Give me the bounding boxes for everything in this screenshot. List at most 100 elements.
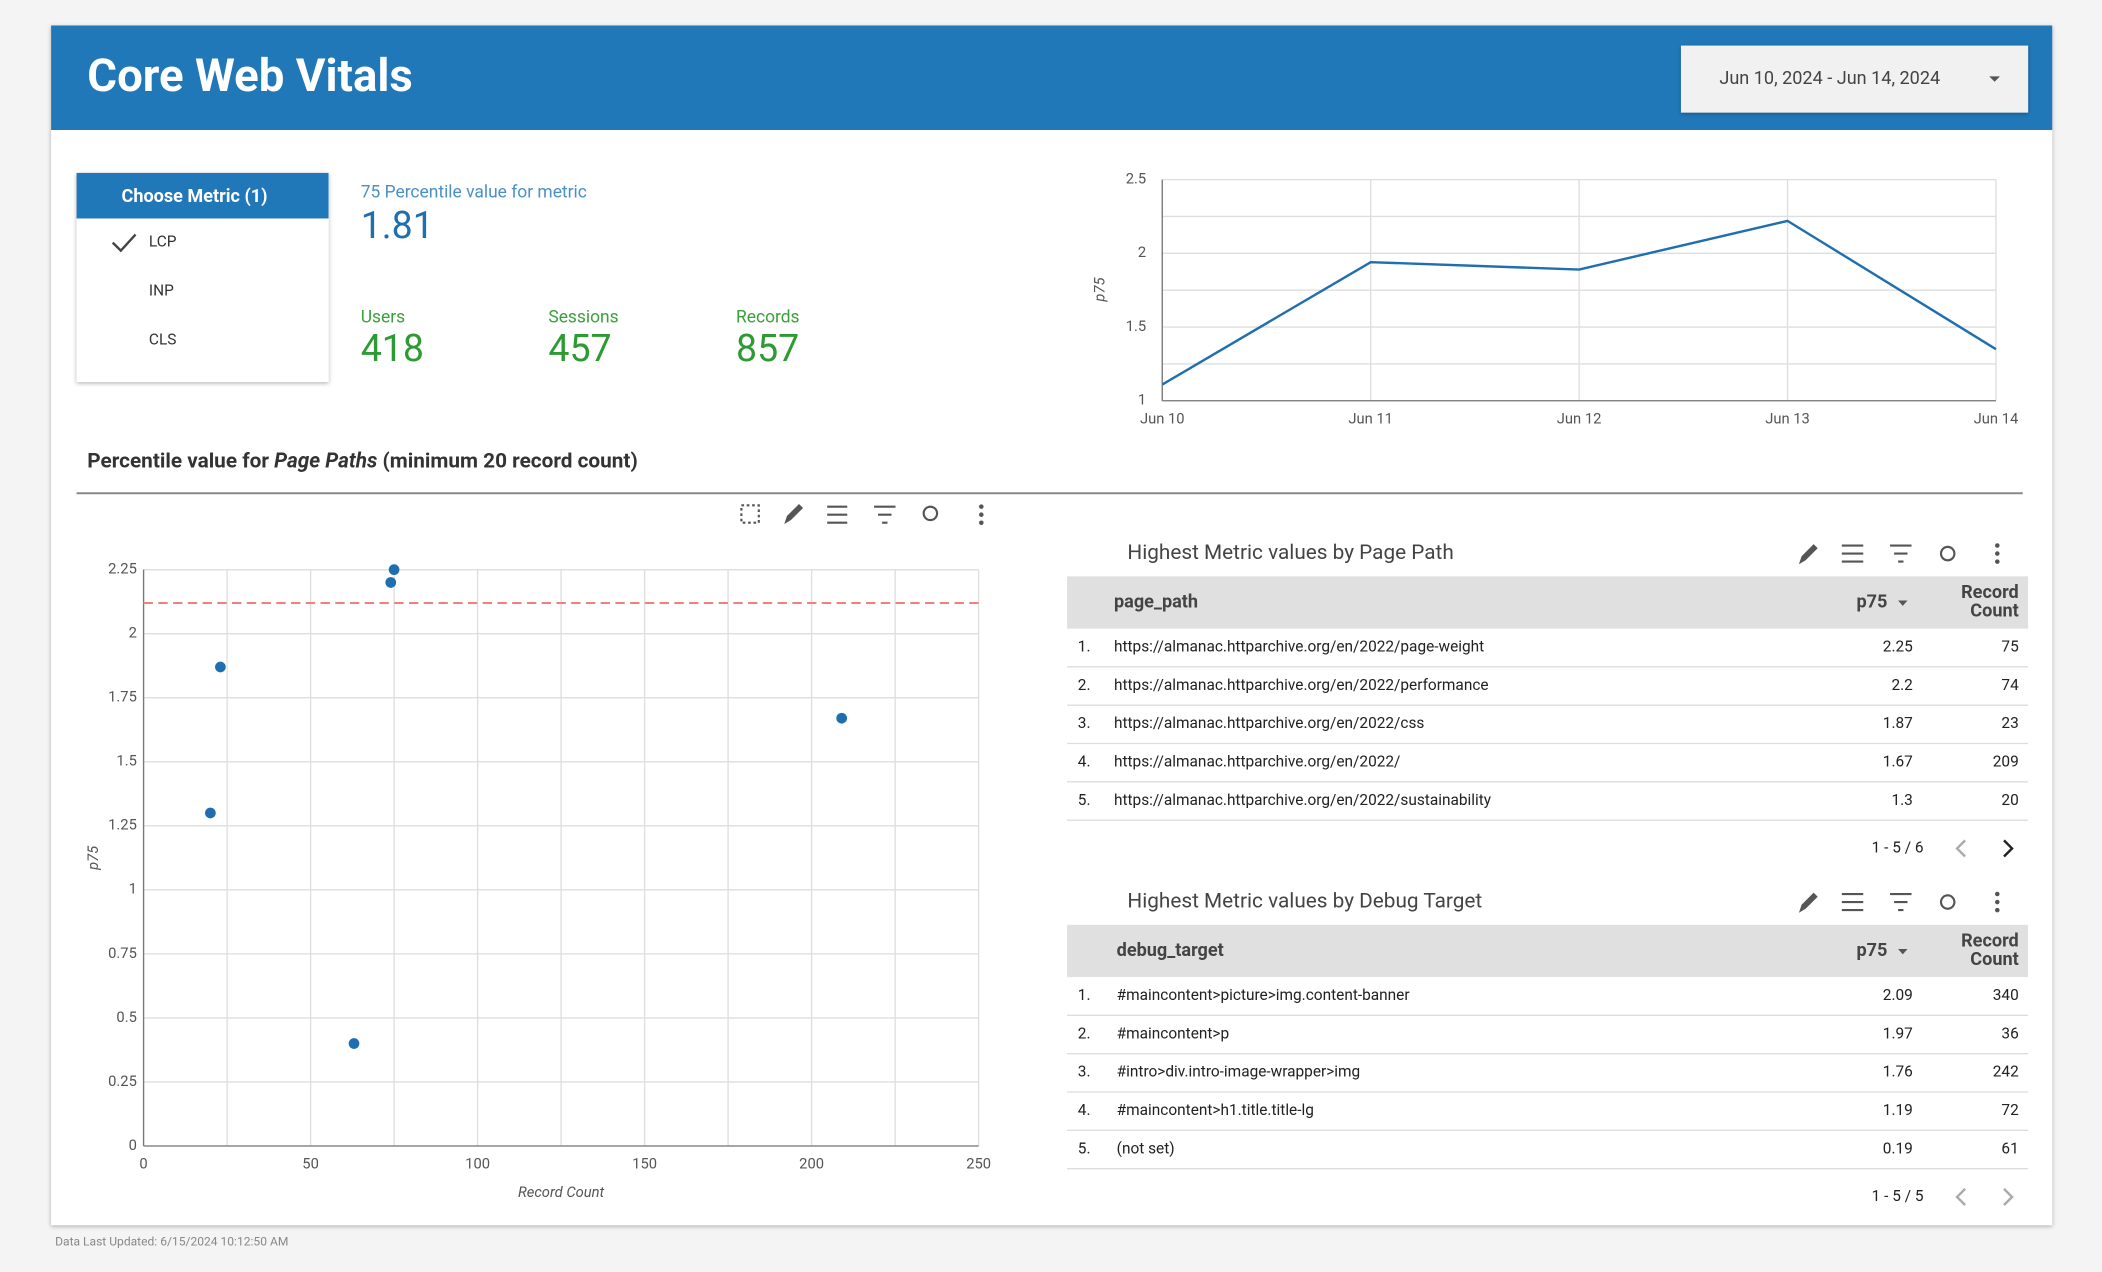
column-header[interactable]: Record Count — [1961, 583, 2019, 622]
cell-count: 72 — [2001, 1101, 2019, 1119]
filter-icon[interactable] — [1890, 892, 1912, 912]
scorecard-label: Records — [736, 307, 800, 327]
select-icon[interactable] — [740, 504, 760, 524]
cell-text: https://almanac.httparchive.org/en/2022/… — [1114, 676, 1489, 694]
section-title-emphasis: Page Paths — [274, 450, 377, 474]
check-mark — [111, 233, 137, 253]
cell-text: https://almanac.httparchive.org/en/2022/… — [1114, 791, 1492, 809]
footer-updated: Data Last Updated: 6/15/2024 10:12:50 AM — [55, 1235, 288, 1249]
cell-text: https://almanac.httparchive.org/en/2022/… — [1114, 714, 1424, 732]
table-title: Highest Metric values by Page Path — [1127, 541, 1453, 565]
section-title: Percentile value for Page Paths (minimum… — [87, 450, 637, 474]
column-header[interactable]: p75 — [1856, 940, 1887, 961]
metric-option[interactable]: INP — [149, 282, 174, 300]
cell-p75: 1.19 — [1883, 1101, 1913, 1119]
cell-text: #maincontent>h1.title.title-lg — [1117, 1101, 1314, 1119]
row-rank: 5. — [1078, 1139, 1091, 1157]
more-icon[interactable] — [979, 504, 984, 526]
metric-selector[interactable]: Choose Metric (1) — [76, 172, 329, 383]
edit-icon[interactable] — [1798, 892, 1818, 913]
y-tick-label: 1.5 — [1126, 317, 1146, 335]
metric-option[interactable]: LCP — [149, 233, 177, 251]
y-tick-label: 1.5 — [116, 752, 136, 770]
sort-arrow — [1898, 600, 1908, 606]
more-dot[interactable] — [1995, 891, 2000, 897]
section-title-prefix: Percentile value for — [87, 450, 274, 474]
cell-text: #intro>div.intro-image-wrapper>img — [1117, 1063, 1361, 1081]
x-tick-label: 200 — [799, 1155, 824, 1173]
cell-p75: 1.87 — [1883, 714, 1913, 732]
report-title: Core Web Vitals — [87, 50, 413, 103]
selector-title: Choose Metric (1) — [122, 186, 268, 207]
filter-icon[interactable] — [874, 505, 896, 524]
more-dot[interactable] — [1995, 907, 2000, 913]
y-axis-label: p75 — [1090, 277, 1108, 303]
cell-count: 23 — [2001, 714, 2018, 732]
selector-header — [76, 172, 329, 219]
row-rank: 3. — [1078, 1063, 1091, 1081]
scatter-point — [348, 1038, 360, 1049]
metric-option[interactable]: CLS — [149, 331, 176, 349]
scorecard-value: 857 — [736, 327, 799, 371]
scatter-point — [836, 712, 848, 724]
controls-icon[interactable] — [827, 505, 848, 524]
y-tick-label: 2.25 — [108, 560, 137, 578]
column-header[interactable]: debug_target — [1117, 940, 1224, 961]
zoom-icon[interactable] — [1939, 545, 1956, 562]
x-tick-label: Jun 14 — [1974, 409, 2019, 427]
date-range[interactable]: Jun 10, 2024 - Jun 14, 2024 — [1719, 68, 1940, 89]
cell-count: 74 — [2001, 676, 2019, 694]
x-tick-label: Jun 12 — [1557, 409, 1602, 427]
controls-icon[interactable] — [1841, 892, 1864, 912]
y-tick-label: 1.75 — [108, 688, 137, 706]
cell-count: 20 — [2001, 791, 2018, 809]
data-table: Highest Metric values by Debug Target deb… — [1067, 890, 2029, 1206]
zoom-icon[interactable] — [922, 505, 939, 522]
row-rank: 2. — [1078, 676, 1091, 694]
scorecard-label: Users — [361, 307, 405, 327]
sort-arrow — [1898, 948, 1908, 955]
y-tick-label: 2 — [129, 624, 137, 642]
prev-page[interactable] — [1955, 1188, 1966, 1206]
cell-text: (not set) — [1117, 1139, 1175, 1157]
edit-icon[interactable] — [784, 503, 804, 525]
column-header[interactable]: Record Count — [1961, 931, 2019, 971]
edit-icon[interactable] — [1798, 544, 1818, 565]
cell-p75: 1.97 — [1883, 1024, 1913, 1042]
cell-count: 36 — [2001, 1024, 2018, 1042]
y-tick-label: 2 — [1138, 243, 1146, 261]
zoom-icon[interactable] — [1939, 894, 1956, 910]
column-header[interactable]: page_path — [1114, 591, 1198, 612]
x-axis-label: Record Count — [518, 1183, 605, 1201]
cell-text: #maincontent>picture>img.content-banner — [1117, 986, 1410, 1004]
row-rank: 5. — [1078, 791, 1091, 809]
more-dot[interactable] — [1995, 559, 2000, 564]
date-picker[interactable]: Jun 10, 2024 - Jun 14, 2024 — [1680, 45, 2029, 113]
controls-icon[interactable] — [1841, 544, 1864, 563]
dropdown-arrow[interactable] — [1989, 76, 2000, 82]
filter-icon[interactable] — [1890, 544, 1912, 563]
y-tick-label: 1.25 — [108, 816, 137, 834]
more-dot[interactable] — [1995, 899, 2000, 905]
scorecard-value: 418 — [361, 327, 424, 371]
more-dot[interactable] — [1995, 543, 2000, 548]
next-page[interactable] — [2003, 839, 2014, 858]
next-page[interactable] — [2003, 1188, 2014, 1206]
prev-page[interactable] — [1955, 839, 1966, 858]
row-rank: 4. — [1078, 752, 1091, 770]
scorecard-label: Sessions — [548, 307, 618, 327]
row-rank: 4. — [1078, 1101, 1091, 1119]
cell-count: 75 — [2001, 637, 2019, 655]
pagination: 1 - 5 / 6 — [1872, 839, 1924, 857]
row-rank: 2. — [1078, 1024, 1091, 1042]
section-title-suffix: (minimum 20 record count) — [377, 450, 637, 474]
more-dot[interactable] — [1995, 551, 2000, 556]
column-header[interactable]: p75 — [1856, 591, 1887, 612]
date-picker-box[interactable] — [1680, 45, 2029, 113]
cell-p75: 1.76 — [1883, 1063, 1913, 1081]
scorecard-label: 75 Percentile value for metric — [361, 183, 587, 203]
pagination: 1 - 5 / 5 — [1872, 1187, 1924, 1205]
cell-p75: 2.2 — [1891, 676, 1913, 694]
